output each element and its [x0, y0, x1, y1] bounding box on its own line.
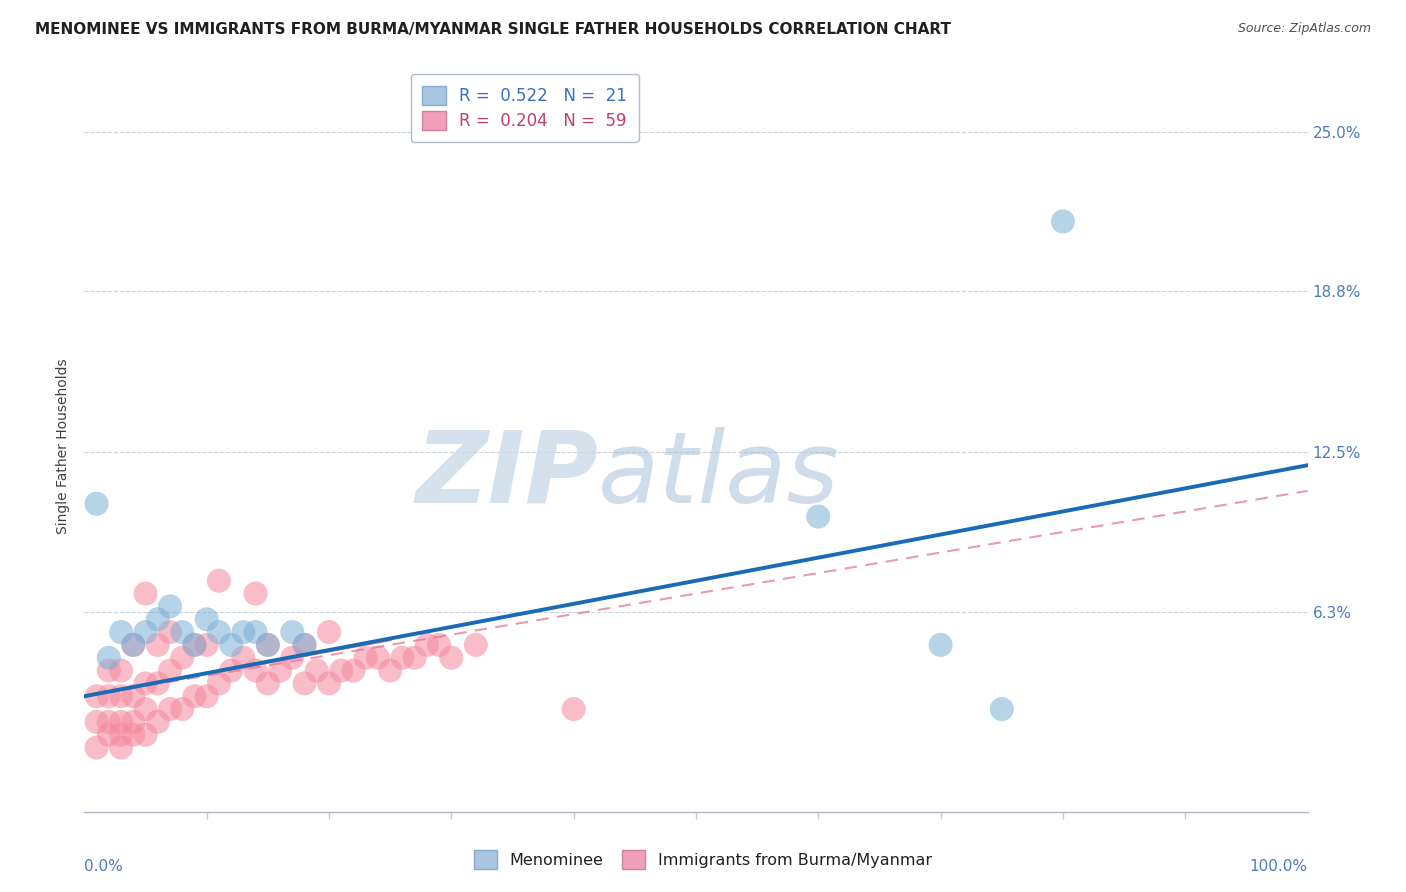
Point [354, 650, 377, 665]
Point [97, 664, 120, 678]
Point [219, 664, 242, 678]
Point [257, 638, 280, 652]
Point [135, 728, 157, 742]
Point [427, 638, 450, 652]
Text: MENOMINEE VS IMMIGRANTS FROM BURMA/MYANMAR SINGLE FATHER HOUSEHOLDS CORRELATION : MENOMINEE VS IMMIGRANTS FROM BURMA/MYANM… [35, 22, 950, 37]
Point [281, 650, 304, 665]
Text: Source: ZipAtlas.com: Source: ZipAtlas.com [1237, 22, 1371, 36]
Point [172, 625, 194, 640]
Point [183, 638, 205, 652]
Point [991, 702, 1014, 716]
Point [135, 586, 157, 600]
Point [86, 690, 108, 704]
Point [257, 676, 280, 690]
Text: 0.0%: 0.0% [84, 859, 124, 874]
Text: ZIP: ZIP [415, 426, 598, 524]
Point [195, 638, 218, 652]
Point [110, 740, 132, 755]
Point [219, 638, 242, 652]
Point [232, 650, 254, 665]
Point [110, 664, 132, 678]
Point [146, 676, 169, 690]
Y-axis label: Single Father Households: Single Father Households [56, 359, 70, 533]
Text: atlas: atlas [598, 426, 839, 524]
Point [330, 664, 353, 678]
Point [159, 664, 181, 678]
Point [172, 702, 194, 716]
Point [146, 638, 169, 652]
Point [172, 650, 194, 665]
Point [807, 509, 830, 524]
Point [208, 574, 231, 588]
Point [97, 650, 120, 665]
Point [183, 638, 205, 652]
Point [146, 612, 169, 626]
Point [562, 702, 585, 716]
Point [464, 638, 486, 652]
Point [245, 586, 267, 600]
Point [195, 690, 218, 704]
Point [294, 638, 316, 652]
Point [122, 690, 145, 704]
Point [269, 664, 291, 678]
Point [86, 497, 108, 511]
Point [86, 714, 108, 729]
Point [208, 676, 231, 690]
Point [367, 650, 389, 665]
Point [342, 664, 364, 678]
Point [245, 625, 267, 640]
Point [135, 676, 157, 690]
Point [208, 625, 231, 640]
Point [318, 676, 340, 690]
Legend: Menominee, Immigrants from Burma/Myanmar: Menominee, Immigrants from Burma/Myanmar [468, 844, 938, 875]
Point [97, 714, 120, 729]
Point [159, 625, 181, 640]
Point [416, 638, 439, 652]
Point [86, 740, 108, 755]
Point [122, 638, 145, 652]
Point [318, 625, 340, 640]
Point [159, 702, 181, 716]
Point [110, 625, 132, 640]
Point [110, 714, 132, 729]
Point [281, 625, 304, 640]
Point [183, 690, 205, 704]
Point [245, 664, 267, 678]
Point [391, 650, 413, 665]
Point [305, 664, 328, 678]
Point [110, 690, 132, 704]
Point [122, 638, 145, 652]
Point [159, 599, 181, 614]
Point [1052, 214, 1074, 228]
Point [440, 650, 463, 665]
Point [135, 702, 157, 716]
Point [97, 690, 120, 704]
Point [232, 625, 254, 640]
Point [195, 612, 218, 626]
Point [404, 650, 426, 665]
Point [257, 638, 280, 652]
Point [146, 714, 169, 729]
Text: 100.0%: 100.0% [1250, 859, 1308, 874]
Point [294, 676, 316, 690]
Point [294, 638, 316, 652]
Point [929, 638, 952, 652]
Point [110, 728, 132, 742]
Point [380, 664, 402, 678]
Point [122, 728, 145, 742]
Point [97, 728, 120, 742]
Point [122, 714, 145, 729]
Legend: R =  0.522   N =  21, R =  0.204   N =  59: R = 0.522 N = 21, R = 0.204 N = 59 [411, 74, 638, 142]
Point [135, 625, 157, 640]
